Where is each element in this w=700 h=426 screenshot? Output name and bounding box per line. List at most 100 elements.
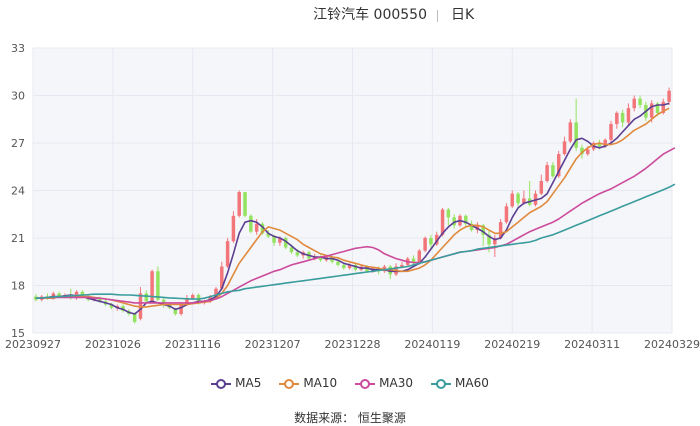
candle-body bbox=[231, 215, 236, 242]
chart-title-stock: 江铃汽车 000550 bbox=[313, 7, 427, 23]
candle-body bbox=[429, 238, 433, 245]
moving-average-lines bbox=[35, 102, 676, 315]
candle-body bbox=[667, 90, 671, 102]
legend-swatch bbox=[355, 378, 376, 389]
y-tick-label: 24 bbox=[11, 185, 25, 198]
legend-swatch bbox=[211, 378, 232, 389]
candle-body bbox=[318, 257, 323, 261]
candle-body bbox=[191, 295, 195, 299]
candle-body bbox=[516, 193, 520, 204]
y-tick-label: 33 bbox=[11, 42, 25, 55]
candle-body bbox=[278, 238, 282, 243]
candle-body bbox=[417, 250, 422, 264]
candle-body bbox=[150, 271, 154, 302]
candle-body bbox=[266, 233, 271, 237]
candle-body bbox=[545, 165, 549, 181]
candle-body bbox=[487, 234, 491, 245]
candle-body bbox=[185, 298, 189, 305]
candle-body bbox=[283, 238, 288, 248]
candle-body bbox=[220, 266, 224, 289]
legend-label: MA60 bbox=[455, 376, 489, 390]
kline-chart: 15 18 21 24 27 30 33 20230927 20231026 20231116 20… bbox=[5, 42, 700, 351]
candle-body bbox=[51, 293, 56, 299]
candle-body bbox=[260, 223, 265, 234]
axis-labels: 15 18 21 24 27 30 33 20230927 20231026 20231116 20… bbox=[5, 42, 700, 351]
candle-body bbox=[57, 293, 61, 297]
legend-label: MA30 bbox=[379, 376, 414, 390]
x-tick-label: 20240329 bbox=[644, 338, 700, 351]
candle-body bbox=[132, 314, 137, 322]
x-tick-label: 20240119 bbox=[404, 338, 460, 351]
candle-body bbox=[556, 154, 561, 177]
x-tick-label: 20240311 bbox=[564, 338, 620, 351]
candle-body bbox=[609, 124, 613, 140]
x-tick-label: 20231207 bbox=[245, 338, 301, 351]
candle-body bbox=[452, 217, 456, 226]
candle-body bbox=[400, 264, 404, 267]
y-tick-label: 30 bbox=[11, 90, 25, 103]
candle-body bbox=[98, 298, 102, 302]
ma-line-ma30 bbox=[35, 147, 676, 304]
legend-item-ma60[interactable]: MA60 bbox=[431, 376, 489, 390]
legend-swatch-dot bbox=[284, 378, 295, 389]
candle-body bbox=[249, 215, 253, 232]
candle-body bbox=[469, 223, 474, 231]
candle-body bbox=[493, 238, 497, 245]
candle-body bbox=[214, 288, 218, 297]
x-tick-label: 20230927 bbox=[5, 338, 61, 351]
candle-body bbox=[522, 198, 526, 204]
chart-title-period: 日K bbox=[451, 7, 475, 23]
candle-body bbox=[626, 108, 631, 123]
candle-body bbox=[411, 258, 416, 264]
candle-body bbox=[661, 101, 666, 113]
candle-body bbox=[562, 141, 567, 155]
legend-label: MA10 bbox=[303, 376, 338, 390]
candle-body bbox=[603, 139, 607, 147]
legend-swatch-dot bbox=[216, 378, 227, 389]
candle-body bbox=[574, 122, 578, 148]
legend-item-ma5[interactable]: MA5 bbox=[211, 376, 261, 390]
candle-body bbox=[289, 247, 294, 253]
candle-body bbox=[638, 98, 642, 105]
candle-body bbox=[551, 165, 555, 177]
legend-swatch-dot bbox=[436, 378, 447, 389]
candle-body bbox=[254, 223, 259, 232]
legend-label: MA5 bbox=[235, 376, 262, 390]
candle-body bbox=[156, 271, 160, 300]
candle-body bbox=[620, 112, 625, 123]
candle-body bbox=[179, 304, 183, 314]
legend-item-ma30[interactable]: MA30 bbox=[355, 376, 413, 390]
title-separator bbox=[437, 10, 438, 22]
candle-body bbox=[173, 309, 178, 314]
candle-body bbox=[510, 193, 514, 207]
y-tick-label: 18 bbox=[11, 280, 25, 293]
candle-body bbox=[481, 225, 485, 235]
y-tick-label: 15 bbox=[11, 327, 25, 340]
candle-body bbox=[237, 192, 241, 216]
candle-body bbox=[121, 306, 125, 311]
candle-body bbox=[225, 241, 230, 267]
candle-body bbox=[440, 209, 445, 235]
candle-body bbox=[597, 143, 602, 147]
chart-title: 江铃汽车 000550 日K bbox=[0, 4, 700, 26]
candle-body bbox=[568, 122, 573, 142]
ma-line-ma5 bbox=[35, 102, 670, 315]
chart-legend: MA5 MA10 MA30 MA60 bbox=[0, 376, 700, 390]
candle-body bbox=[423, 238, 427, 251]
x-tick-label: 20231228 bbox=[325, 338, 381, 351]
candle-body bbox=[649, 103, 654, 118]
candle-body bbox=[295, 252, 300, 256]
ma-line-ma60 bbox=[35, 183, 676, 300]
candle-body bbox=[446, 209, 451, 218]
candle-body bbox=[586, 149, 590, 155]
candle-body bbox=[272, 236, 276, 243]
legend-item-ma10[interactable]: MA10 bbox=[279, 376, 337, 390]
y-tick-label: 27 bbox=[11, 137, 25, 150]
legend-swatch bbox=[279, 378, 300, 389]
candle-body bbox=[243, 192, 247, 216]
legend-swatch bbox=[431, 378, 452, 389]
candle-body bbox=[144, 293, 149, 302]
candle-body bbox=[615, 112, 619, 124]
candle-body bbox=[580, 147, 584, 155]
data-source: 数据来源： 恒生聚源 bbox=[294, 411, 406, 425]
